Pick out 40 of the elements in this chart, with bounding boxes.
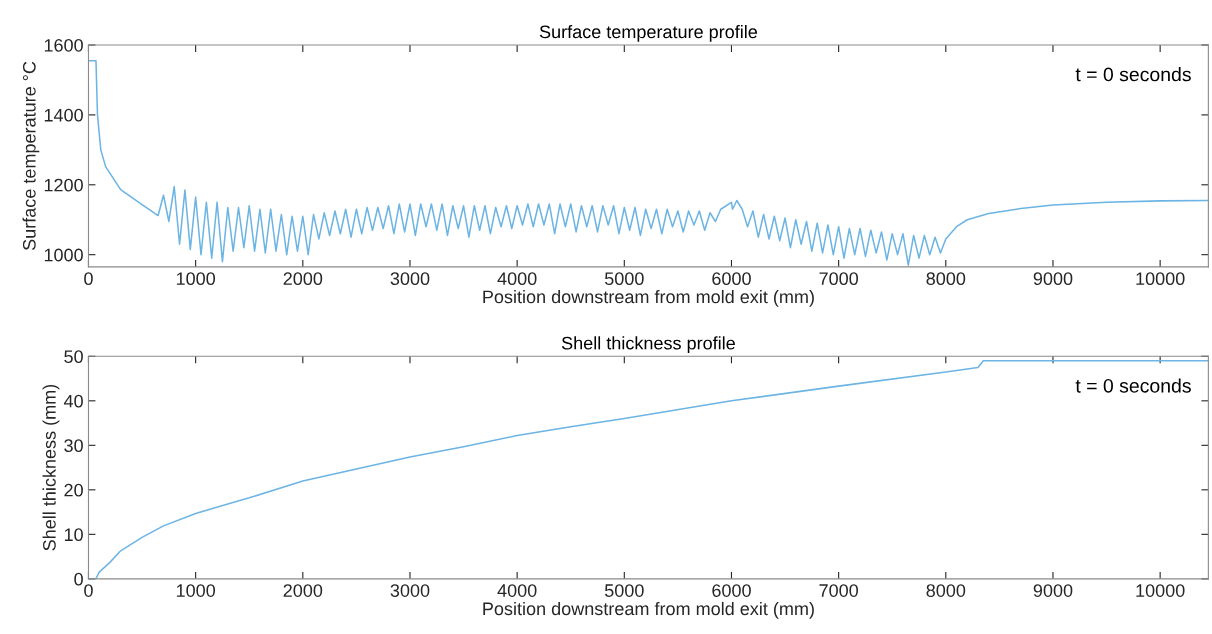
x-tick-label: 9000 bbox=[1033, 272, 1073, 286]
x-tick-label: 5000 bbox=[604, 584, 644, 597]
y-tick-label: 10 bbox=[64, 528, 83, 542]
x-tick-label: 8000 bbox=[926, 584, 966, 597]
y-tick-label: 30 bbox=[64, 439, 83, 453]
x-tick-label: 6000 bbox=[712, 272, 751, 286]
y-tick-label: 20 bbox=[64, 483, 83, 497]
x-tick-label: 8000 bbox=[926, 272, 966, 286]
x-tick-label: 0 bbox=[84, 272, 93, 286]
y-tick-label: 50 bbox=[64, 350, 83, 364]
y-axis-title: Shell thickness (mm) bbox=[42, 384, 60, 551]
y-tick-label: 1000 bbox=[44, 248, 83, 262]
x-tick-label: 6000 bbox=[712, 584, 751, 597]
y-tick-label: 0 bbox=[74, 572, 83, 586]
x-tick-label: 3000 bbox=[390, 584, 430, 597]
y-tick-label: 1200 bbox=[44, 178, 83, 192]
x-tick-label: 9000 bbox=[1033, 584, 1073, 597]
x-tick-label: 5000 bbox=[604, 272, 644, 286]
annotation: t = 0 seconds bbox=[1075, 67, 1191, 82]
x-tick-label: 1000 bbox=[176, 272, 216, 286]
y-tick-label: 40 bbox=[63, 394, 83, 408]
x-tick-label: 10000 bbox=[1136, 584, 1185, 597]
x-axis-title: Position downstream from mold exit (mm) bbox=[483, 290, 814, 307]
x-tick-label: 2000 bbox=[283, 584, 323, 597]
y-axis-title: Surface temperature °C bbox=[22, 61, 40, 251]
x-tick-label: 10000 bbox=[1136, 272, 1185, 286]
x-tick-label: 1000 bbox=[176, 584, 216, 597]
x-tick-label: 2000 bbox=[283, 272, 323, 286]
y-tick-label: 1600 bbox=[44, 38, 83, 52]
x-tick-label: 3000 bbox=[390, 272, 430, 286]
x-axis-title: Position downstream from mold exit (mm) bbox=[483, 601, 814, 619]
x-tick-label: 7000 bbox=[819, 584, 859, 597]
x-tick-label: 0 bbox=[84, 584, 93, 597]
x-tick-label: 4000 bbox=[497, 584, 537, 597]
chart-title: Surface temperature profile bbox=[539, 24, 758, 42]
x-tick-label: 4000 bbox=[497, 272, 537, 286]
chart-title: Shell thickness profile bbox=[561, 336, 735, 354]
annotation: t = 0 seconds bbox=[1075, 378, 1191, 393]
x-tick-label: 7000 bbox=[819, 272, 859, 286]
y-tick-label: 1400 bbox=[44, 108, 83, 122]
